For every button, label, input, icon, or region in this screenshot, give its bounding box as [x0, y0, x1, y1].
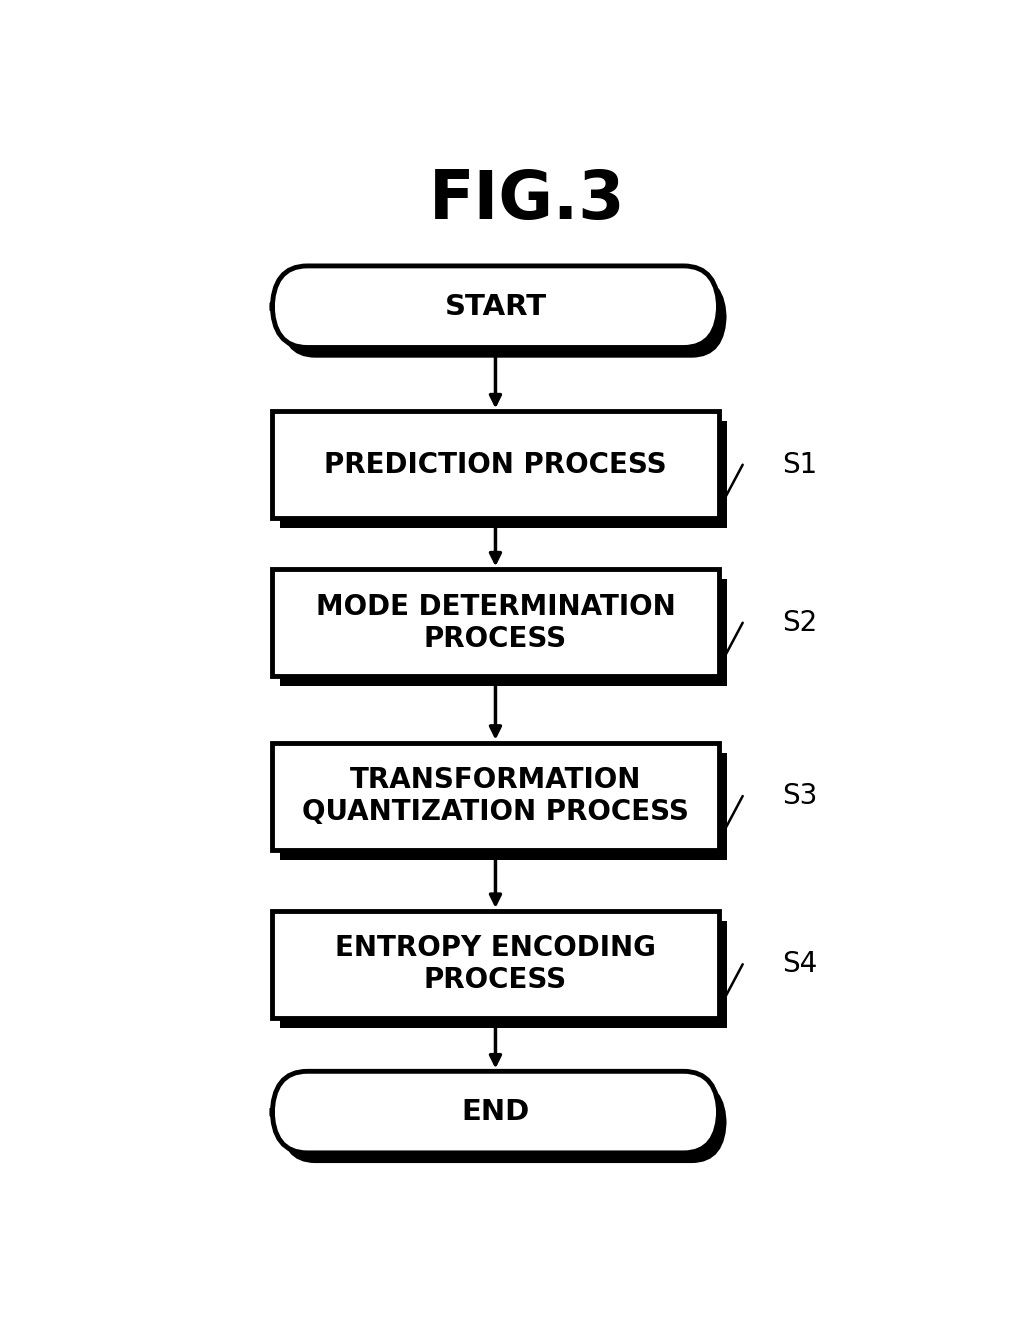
- FancyBboxPatch shape: [280, 277, 726, 357]
- Text: START: START: [445, 293, 546, 320]
- Text: ENTROPY ENCODING
PROCESS: ENTROPY ENCODING PROCESS: [335, 933, 655, 994]
- FancyBboxPatch shape: [272, 266, 718, 347]
- FancyBboxPatch shape: [280, 753, 726, 859]
- FancyBboxPatch shape: [272, 1071, 718, 1153]
- Text: PREDICTION PROCESS: PREDICTION PROCESS: [324, 450, 667, 479]
- FancyBboxPatch shape: [272, 412, 718, 518]
- Text: S2: S2: [783, 609, 818, 637]
- Text: MODE DETERMINATION
PROCESS: MODE DETERMINATION PROCESS: [316, 593, 675, 653]
- FancyBboxPatch shape: [280, 922, 726, 1027]
- FancyBboxPatch shape: [280, 580, 726, 686]
- FancyBboxPatch shape: [280, 1082, 726, 1162]
- FancyBboxPatch shape: [272, 569, 718, 677]
- FancyBboxPatch shape: [280, 421, 726, 528]
- Text: S3: S3: [783, 782, 818, 810]
- Text: FIG.3: FIG.3: [429, 167, 626, 233]
- Text: END: END: [461, 1098, 530, 1127]
- FancyBboxPatch shape: [272, 911, 718, 1018]
- Text: S4: S4: [783, 951, 818, 978]
- Text: S1: S1: [783, 450, 818, 479]
- FancyBboxPatch shape: [272, 743, 718, 850]
- Text: TRANSFORMATION
QUANTIZATION PROCESS: TRANSFORMATION QUANTIZATION PROCESS: [303, 765, 688, 826]
